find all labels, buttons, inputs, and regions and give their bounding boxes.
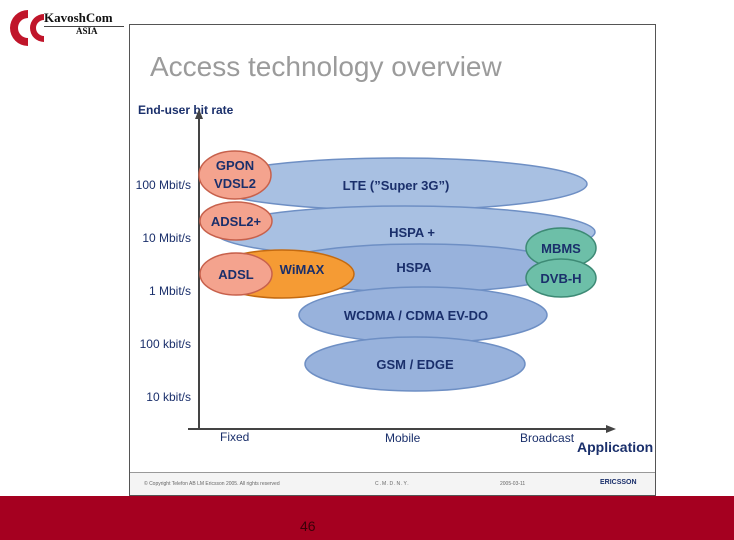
x-cat-mobile: Mobile [385,431,421,445]
dvbh-label: DVB-H [540,271,581,286]
x-cat-fixed: Fixed [220,430,250,444]
adsl2plus-ellipse [199,201,273,241]
y-axis-title: End-user bit rate [138,103,234,117]
footer-brand: ERICSSON [600,479,637,486]
y-tick-100kbit: 100 kbit/s [139,337,191,351]
logo-name: KavoshCom [44,10,113,25]
hspa-plus-label: HSPA + [389,225,435,240]
bottom-bar [0,496,734,540]
adsl-label: ADSL [218,267,253,282]
cc-logo-icon [10,10,44,46]
slide-title: Access technology overview [150,51,502,82]
slide-footer: © Copyright Telefon AB LM Ericsson 2005.… [130,472,655,495]
slide-frame: Access technology overview End-user bit … [129,24,656,496]
adsl-ellipse [199,252,273,296]
x-axis-arrow-icon [606,425,616,433]
wimax-label: WiMAX [280,262,325,277]
footer-copyright: © Copyright Telefon AB LM Ericsson 2005.… [144,481,280,487]
lte-label: LTE (”Super 3G”) [343,178,450,193]
wcdma-label: WCDMA / CDMA EV-DO [344,308,488,323]
x-cat-broadcast: Broadcast [520,431,575,445]
y-axis-arrow-icon [195,109,203,119]
gsm-ellipse [304,336,526,392]
logo-divider [44,26,124,27]
y-tick-1mbit: 1 Mbit/s [148,284,191,298]
footer-date: 2005-03-11 [500,481,526,487]
gsm-label: GSM / EDGE [376,357,454,372]
adsl2plus-label: ADSL2+ [211,214,262,229]
x-axis-line [188,428,608,430]
y-tick-10kbit: 10 kbit/s [146,390,191,404]
logo-subtitle: ASIA [76,26,98,36]
x-axis-title: Application [577,439,654,455]
vdsl2-label: VDSL2 [214,176,256,191]
y-tick-100mbit: 100 Mbit/s [135,178,191,192]
hspa-label: HSPA [396,260,432,275]
dvbh-ellipse [525,258,597,298]
y-axis-line [198,117,200,429]
gpon-label: GPON [216,158,254,173]
kavoshcom-logo [8,6,128,54]
page-number: 46 [300,518,316,534]
footer-code: C.M.D.N.Y. [375,481,410,487]
gpon-vdsl2-ellipse [198,150,272,200]
mbms-label: MBMS [541,241,581,256]
technology-diagram: LTE (”Super 3G”) HSPA + HSPA WCDMA / CDM… [195,109,616,433]
y-tick-10mbit: 10 Mbit/s [142,231,191,245]
